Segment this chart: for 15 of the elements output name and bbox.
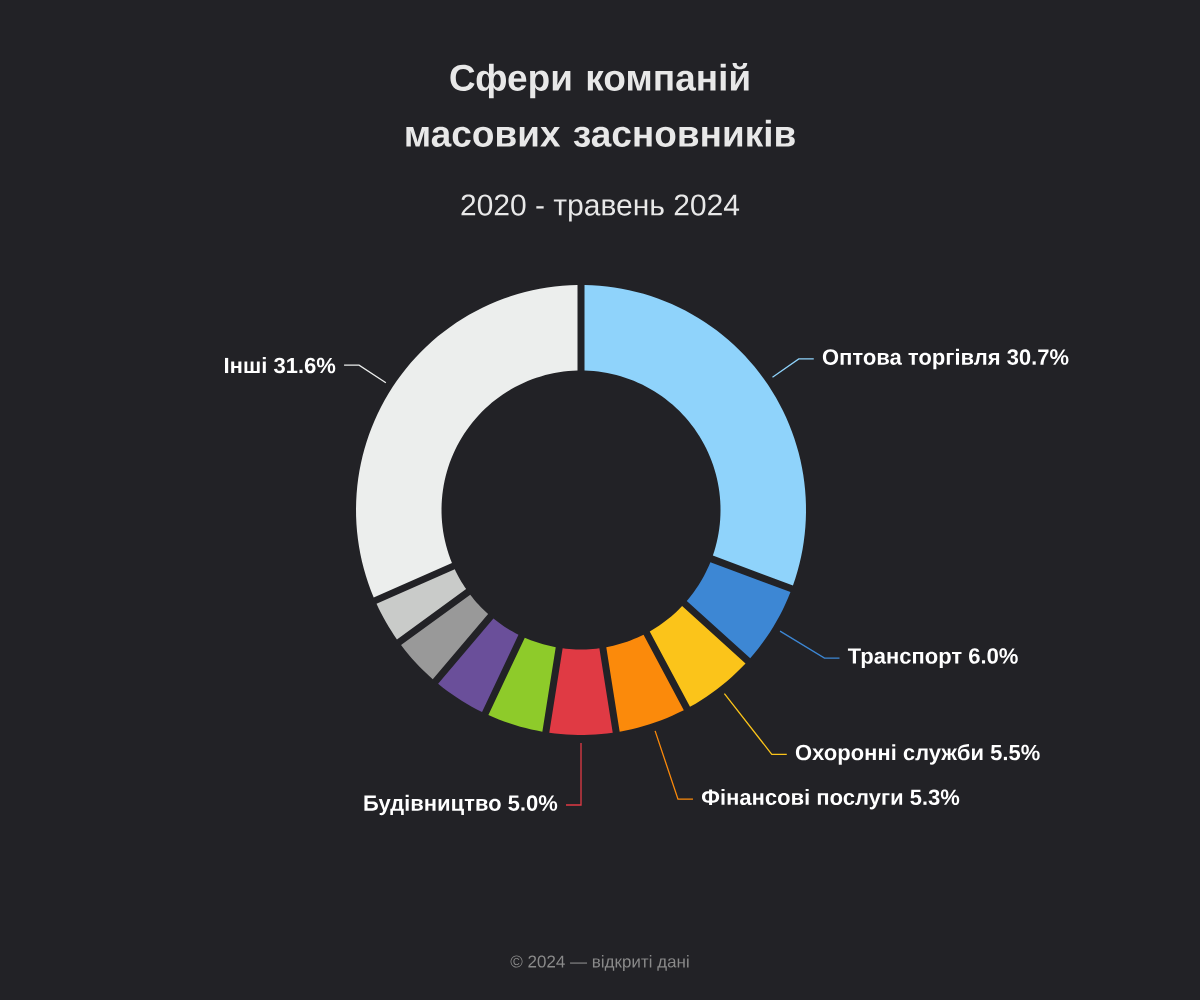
slice-label: Інші bbox=[225, 357, 266, 374]
slice-label: Фінансові послуги bbox=[701, 788, 903, 810]
data-label: 5.5% bbox=[990, 744, 1040, 761]
data-label: 6.0% bbox=[969, 648, 1018, 664]
chart-title: Сфери компаній масових засновників bbox=[406, 63, 795, 147]
slice-label: Будівництво bbox=[364, 794, 501, 816]
data-label: 5.3% bbox=[910, 789, 960, 806]
slice-label: Оптова торгівля bbox=[822, 348, 1000, 370]
data-label: 31.6% bbox=[273, 357, 336, 374]
data-label: 5.0% bbox=[508, 795, 558, 811]
slice-label: Охоронні служби bbox=[795, 743, 983, 765]
text: © 2024 — відкриті дані bbox=[510, 955, 689, 971]
data-label: 30.7% bbox=[1007, 349, 1069, 365]
chart-subtitle: 2020 - травень 2024 bbox=[461, 194, 740, 222]
slice-label: Транспорт bbox=[847, 648, 962, 669]
